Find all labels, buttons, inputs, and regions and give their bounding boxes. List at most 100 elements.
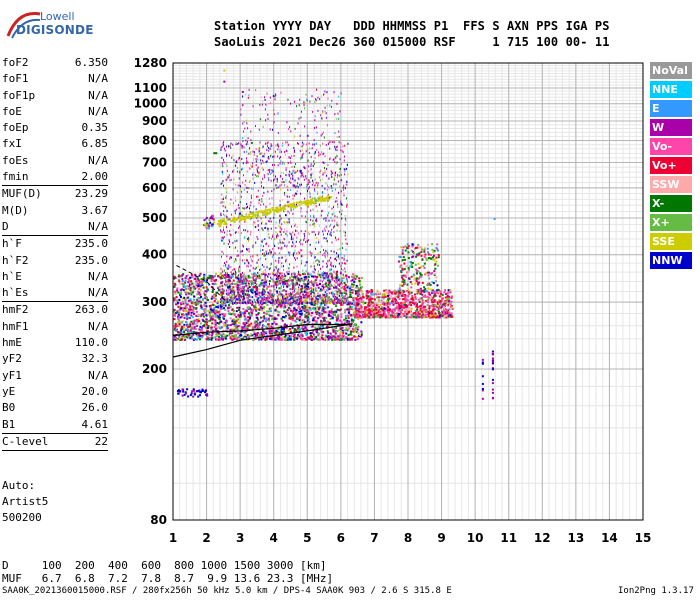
echo-point [280,150,282,153]
param-name: B0 [2,401,16,415]
echo-point [220,284,222,287]
echo-point [181,275,184,278]
echo-point [198,279,201,282]
echo-point [283,162,285,165]
echo-point [271,285,273,288]
echo-point [315,205,317,208]
echo-point [223,261,225,264]
echo-point [237,170,239,173]
echo-point [330,299,332,302]
echo-point [279,280,281,283]
echo-point [284,279,287,282]
echo-point [225,326,228,329]
echo-point [280,91,282,94]
echo-point [340,279,343,282]
echo-point [199,325,202,328]
echo-point [322,337,325,340]
echo-point [299,240,301,243]
echo-point [289,301,291,304]
echo-point [339,281,341,284]
echo-point [188,283,191,286]
echo-point [302,338,305,341]
echo-point [243,229,245,232]
echo-point [286,295,288,298]
echo-point [205,321,208,324]
echo-point [331,265,333,268]
echo-point [219,313,222,316]
echo-point [284,150,286,153]
echo-point [251,276,254,279]
echo-point [270,330,273,333]
echo-point [195,314,198,317]
echo-point [280,285,282,288]
echo-point [298,178,300,181]
echo-point [343,262,345,265]
echo-point [334,303,337,306]
echo-point [216,316,219,319]
echo-point [232,329,235,332]
echo-point [264,275,266,278]
echo-point [180,293,183,296]
echo-point [321,133,323,136]
echo-point [203,333,206,336]
echo-point [291,288,294,291]
echo-point [275,299,277,302]
echo-point [302,325,305,328]
echo-point [225,283,227,286]
echo-point [220,148,222,151]
echo-point [330,334,333,337]
echo-point [344,267,346,270]
echo-point [237,302,239,305]
param-row: foEp 0.35 [2,120,108,136]
echo-point [241,279,244,282]
echo-point [246,160,248,163]
echo-point [341,150,343,153]
echo-point [258,147,260,150]
echo-point [255,164,257,167]
echo-point [320,297,322,300]
echo-point [173,318,176,321]
echo-point [272,336,275,339]
echo-point [289,317,292,320]
echo-point [282,283,284,286]
echo-point [351,283,354,286]
echo-point [242,245,244,248]
echo-point [352,328,355,331]
echo-point [352,311,355,314]
echo-point [242,122,244,125]
echo-point [270,296,273,299]
echo-point [347,173,349,176]
echo-point [264,254,266,257]
echo-point [323,316,326,319]
echo-point [359,287,362,290]
echo-point [319,153,321,156]
echo-point [321,245,323,248]
echo-point [250,194,252,197]
echo-point [265,325,268,328]
echo-point [328,287,330,290]
divider [2,185,108,187]
echo-point [235,259,237,262]
echo-point [321,184,323,187]
echo-point [311,311,314,314]
echo-point [266,327,269,330]
echo-point [300,110,302,113]
echo-point [273,286,275,289]
echo-point [339,283,342,286]
echo-point [286,121,288,124]
echo-point [304,275,307,278]
echo-point [344,288,346,291]
echo-point [260,306,263,309]
echo-point [187,311,190,314]
echo-point [326,300,328,303]
echo-point [215,333,218,336]
echo-point [341,326,344,329]
echo-point [274,337,277,340]
echo-point [253,205,255,208]
echo-point [278,325,281,328]
echo-point [190,291,193,294]
echo-point [215,334,218,337]
echo-point [243,295,245,298]
echo-point [277,327,280,330]
echo-point [293,252,295,255]
